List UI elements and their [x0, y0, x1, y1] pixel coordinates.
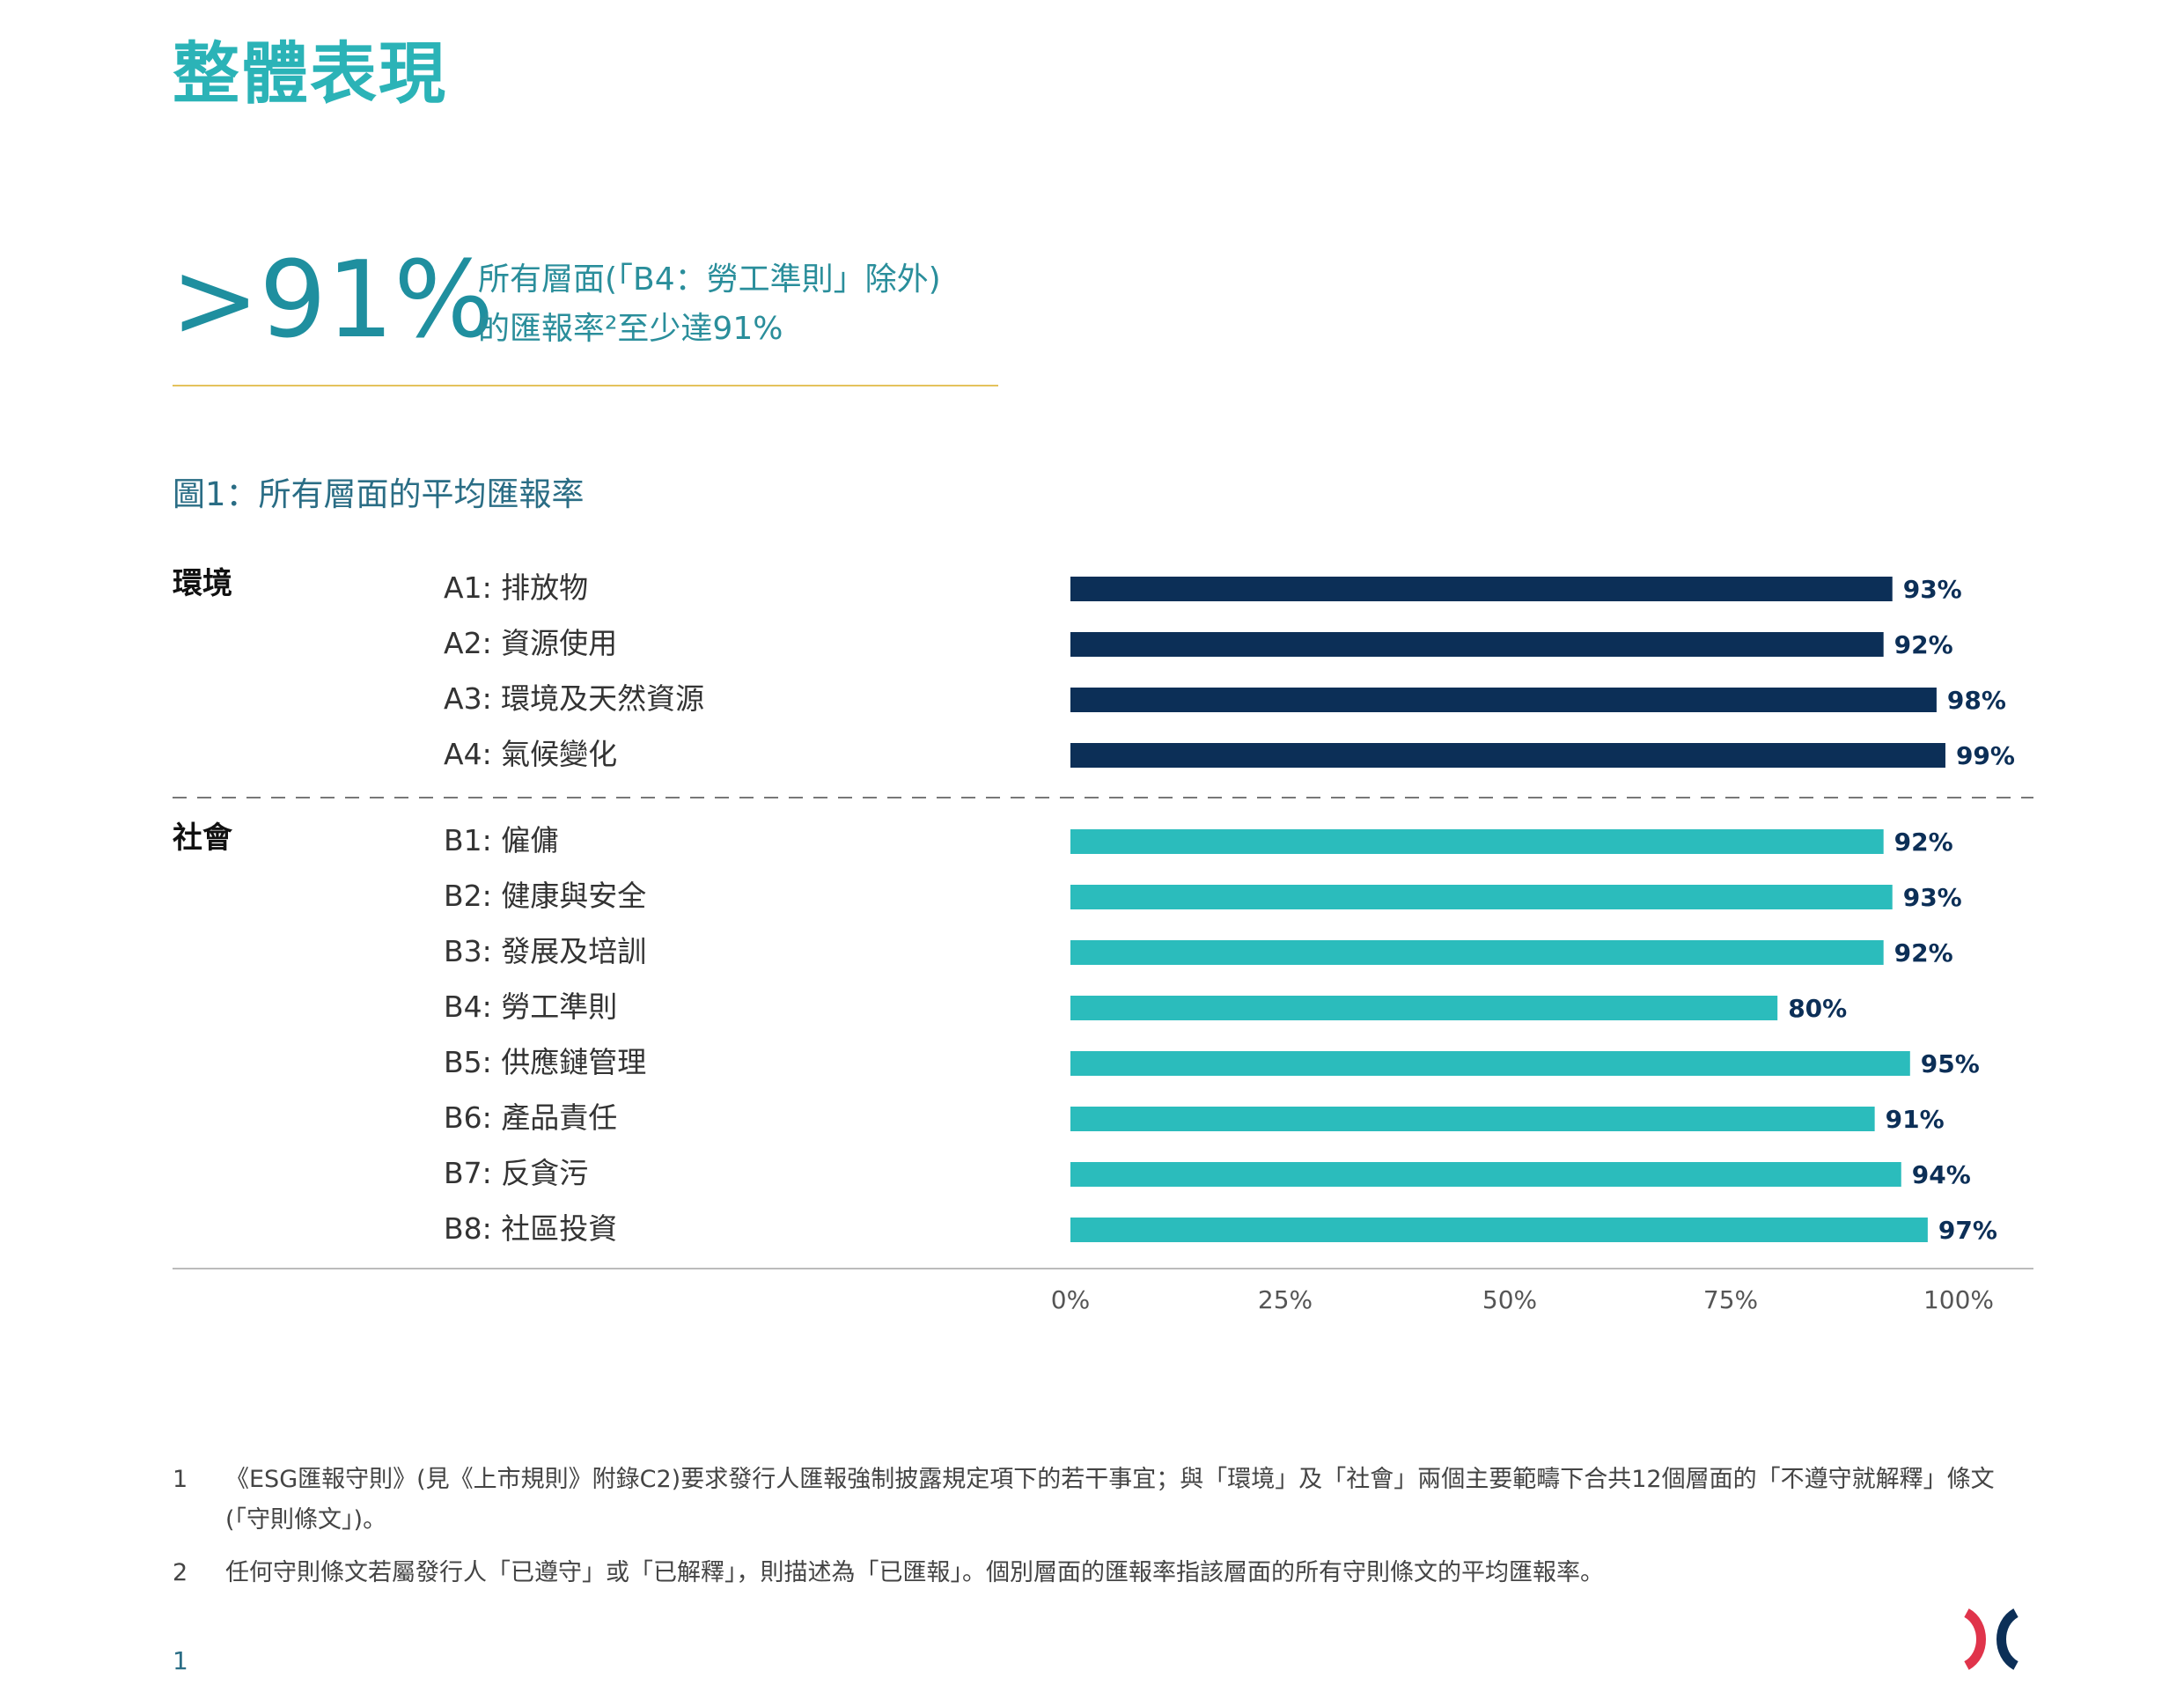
bar-b5: [1070, 1051, 1910, 1076]
value-label: 92%: [1894, 630, 1953, 659]
row-label-a1: A1: 排放物: [444, 570, 589, 605]
bar-a3: [1070, 688, 1937, 712]
bar-b8: [1070, 1218, 1928, 1242]
row-label-b6: B6: 產品責任: [444, 1100, 618, 1135]
footnote-number: 1: [173, 1466, 188, 1493]
value-label: 95%: [1921, 1049, 1980, 1078]
page-number: 1: [173, 1646, 188, 1675]
row-label-b8: B8: 社區投資: [444, 1211, 618, 1246]
headline-stat-description-line2: 的匯報率²至少達91%: [478, 311, 783, 347]
value-label: 97%: [1938, 1216, 1997, 1245]
x-tick-label: 25%: [1258, 1285, 1313, 1314]
value-label: 99%: [1956, 741, 2015, 770]
x-tick-label: 75%: [1703, 1285, 1758, 1314]
bar-b7: [1070, 1162, 1901, 1187]
value-label: 93%: [1903, 883, 1962, 912]
x-tick-label: 50%: [1482, 1285, 1537, 1314]
bar-b3: [1070, 940, 1884, 965]
footnote-text: 《ESG匯報守則》(見《上市規則》附錄C2)要求發行人匯報強制披露規定項下的若干…: [225, 1466, 1995, 1534]
value-label: 92%: [1894, 828, 1953, 857]
value-label: 93%: [1903, 575, 1962, 604]
x-tick-label: 100%: [1923, 1285, 1994, 1314]
figure-title: 圖1：所有層面的平均匯報率: [173, 475, 585, 513]
value-label: 98%: [1947, 686, 2006, 715]
bar-a1: [1070, 577, 1893, 601]
x-tick-label: 0%: [1051, 1285, 1090, 1314]
group-label-environment: 環境: [173, 566, 232, 601]
divider-rule: [173, 385, 998, 386]
hkex-logo-icon: [1963, 1608, 2019, 1670]
headline-stat-description-line1: 所有層面(「B4：勞工準則」除外): [478, 261, 941, 298]
row-label-b1: B1: 僱傭: [444, 823, 560, 857]
logo-right-arc: [1996, 1608, 2019, 1670]
footnote-text: 任何守則條文若屬發行人「已遵守」或「已解釋」，則描述為「已匯報」。個別層面的匯報…: [225, 1559, 1604, 1586]
headline-stat-value: >91%: [171, 239, 495, 362]
footnote-2: 2 任何守則條文若屬發行人「已遵守」或「已解釋」，則描述為「已匯報」。個別層面的…: [173, 1553, 2004, 1593]
logo-left-arc: [1963, 1608, 1986, 1670]
row-label-a4: A4: 氣候變化: [444, 737, 618, 771]
row-label-b7: B7: 反貪污: [444, 1156, 589, 1190]
value-label: 91%: [1886, 1105, 1945, 1134]
bar-b2: [1070, 885, 1893, 909]
bar-b1: [1070, 829, 1884, 854]
row-label-b4: B4: 勞工準則: [444, 990, 618, 1024]
bar-a4: [1070, 743, 1945, 768]
footnote-number: 2: [173, 1559, 188, 1586]
bar-b6: [1070, 1107, 1875, 1131]
row-label-a2: A2: 資源使用: [444, 626, 618, 660]
footnote-1: 1 《ESG匯報守則》(見《上市規則》附錄C2)要求發行人匯報強制披露規定項下的…: [173, 1460, 2004, 1541]
page-title: 整體表現: [173, 34, 447, 113]
bar-a2: [1070, 632, 1884, 657]
row-label-b3: B3: 發展及培訓: [444, 934, 647, 968]
value-label: 94%: [1912, 1160, 1971, 1189]
row-label-b5: B5: 供應鏈管理: [444, 1045, 647, 1079]
value-label: 80%: [1788, 994, 1847, 1023]
group-label-social: 社會: [173, 820, 232, 856]
bar-b4: [1070, 996, 1778, 1020]
row-label-b2: B2: 健康與安全: [444, 879, 647, 913]
row-label-a3: A3: 環境及天然資源: [444, 681, 705, 716]
value-label: 92%: [1894, 938, 1953, 968]
